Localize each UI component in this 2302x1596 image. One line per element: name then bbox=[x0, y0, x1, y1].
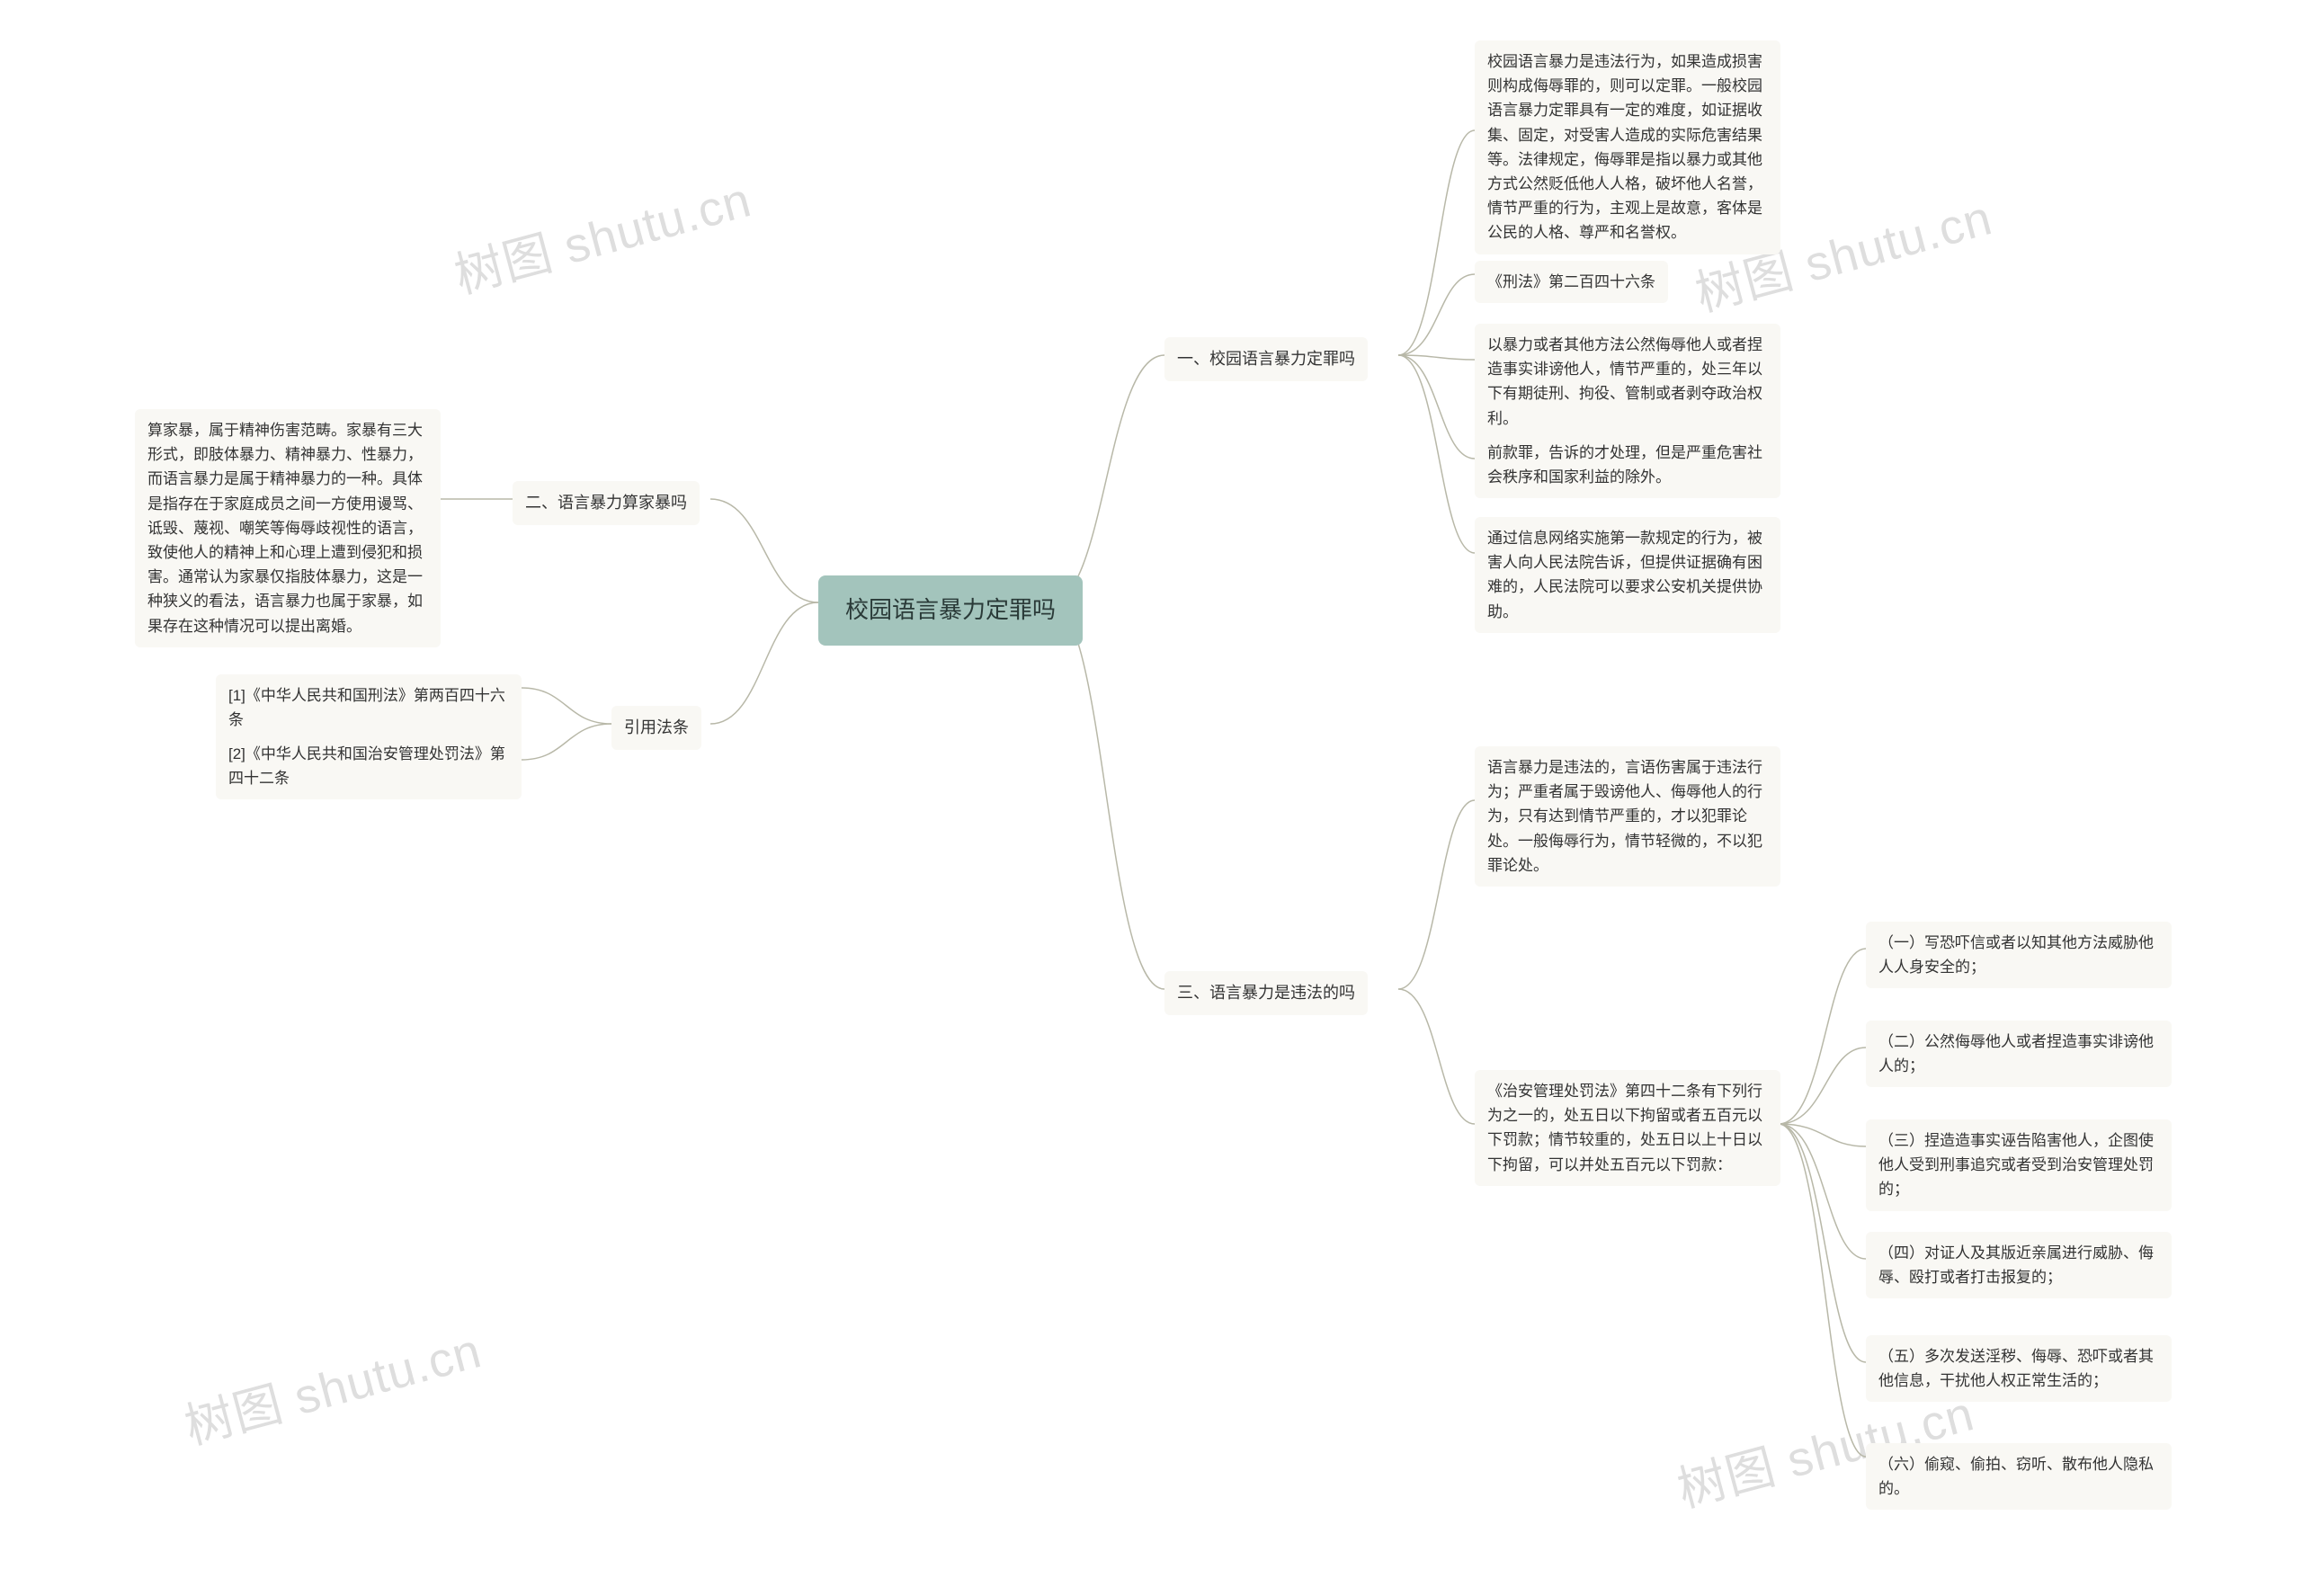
leaf: （六）偷窥、偷拍、窃听、散布他人隐私的。 bbox=[1866, 1443, 2172, 1510]
leaf: 校园语言暴力是违法行为，如果造成损害则构成侮辱罪的，则可以定罪。一般校园语言暴力… bbox=[1475, 40, 1780, 254]
leaf: [1]《中华人民共和国刑法》第两百四十六条 bbox=[216, 674, 522, 741]
leaf: 《治安管理处罚法》第四十二条有下列行为之一的，处五日以下拘留或者五百元以下罚款；… bbox=[1475, 1070, 1780, 1186]
branch-3: 三、语言暴力是违法的吗 bbox=[1164, 971, 1368, 1015]
center-topic: 校园语言暴力定罪吗 bbox=[818, 575, 1083, 646]
leaf: （二）公然侮辱他人或者捏造事实诽谤他人的； bbox=[1866, 1021, 2172, 1087]
leaf: 算家暴，属于精神伤害范畴。家暴有三大形式，即肢体暴力、精神暴力、性暴力，而语言暴… bbox=[135, 409, 441, 647]
branch-2: 二、语言暴力算家暴吗 bbox=[513, 481, 700, 525]
leaf: 前款罪，告诉的才处理，但是严重危害社会秩序和国家利益的除外。 bbox=[1475, 432, 1780, 498]
leaf: 《刑法》第二百四十六条 bbox=[1475, 261, 1668, 303]
watermark: 树图 shutu.cn bbox=[176, 1311, 488, 1458]
leaf: [2]《中华人民共和国治安管理处罚法》第四十二条 bbox=[216, 733, 522, 799]
branch-1: 一、校园语言暴力定罪吗 bbox=[1164, 337, 1368, 381]
leaf: （四）对证人及其版近亲属进行威胁、侮辱、殴打或者打击报复的； bbox=[1866, 1232, 2172, 1298]
leaf: 语言暴力是违法的，言语伤害属于违法行为；严重者属于毁谤他人、侮辱他人的行为，只有… bbox=[1475, 746, 1780, 887]
leaf: （一）写恐吓信或者以知其他方法威胁他人人身安全的； bbox=[1866, 922, 2172, 988]
leaf: （三）捏造造事实诬告陷害他人，企图使他人受到刑事追究或者受到治安管理处罚的； bbox=[1866, 1119, 2172, 1211]
leaf: 以暴力或者其他方法公然侮辱他人或者捏造事实诽谤他人，情节严重的，处三年以下有期徒… bbox=[1475, 324, 1780, 440]
branch-ref: 引用法条 bbox=[611, 706, 701, 750]
leaf: （五）多次发送淫秽、侮辱、恐吓或者其他信息，干扰他人权正常生活的； bbox=[1866, 1335, 2172, 1402]
leaf: 通过信息网络实施第一款规定的行为，被害人向人民法院告诉，但提供证据确有困难的，人… bbox=[1475, 517, 1780, 633]
watermark: 树图 shutu.cn bbox=[446, 160, 758, 308]
